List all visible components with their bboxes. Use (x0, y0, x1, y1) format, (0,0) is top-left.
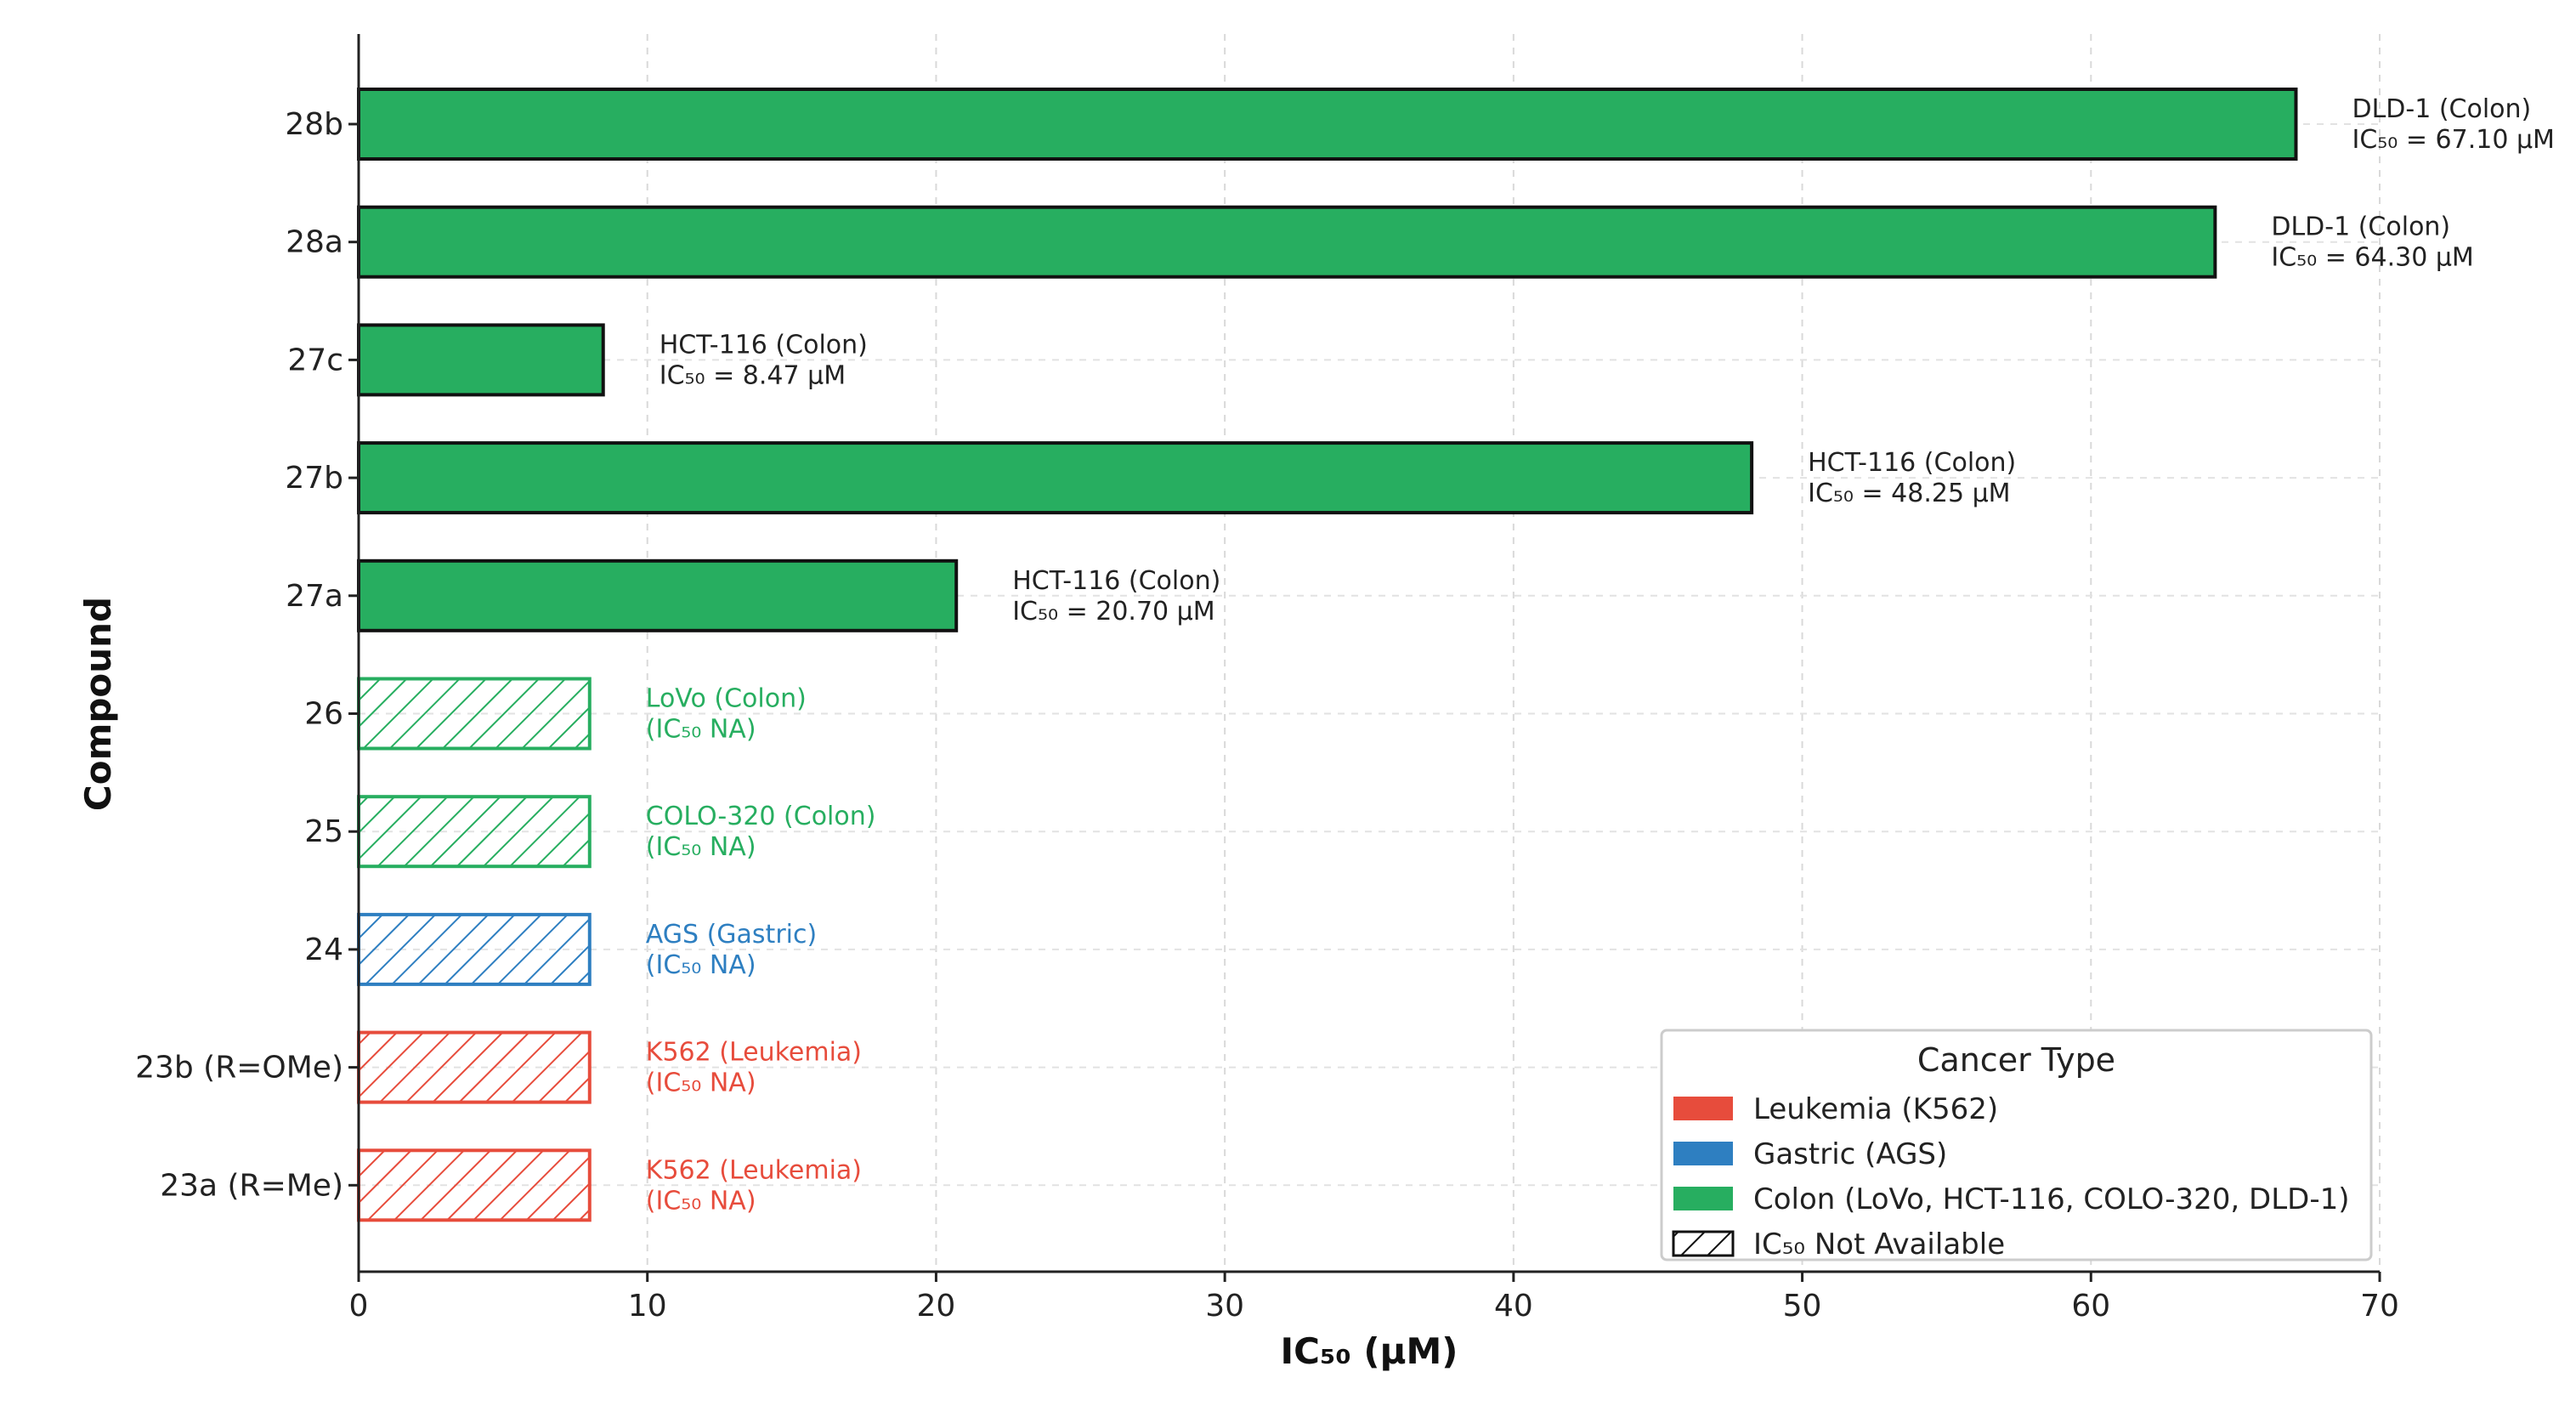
bar-label-line2: (IC₅₀ NA) (646, 1069, 756, 1098)
bar-27b (357, 441, 1754, 515)
bar-26 (357, 677, 592, 751)
y-tick-label: 23a (R=Me) (160, 1168, 343, 1203)
x-axis-title: IC₅₀ (µM) (1281, 1330, 1458, 1372)
bar-label-line2: (IC₅₀ NA) (646, 1186, 756, 1216)
bar-labels: K562 (Leukemia)(IC₅₀ NA)K562 (Leukemia)(… (646, 94, 2555, 1216)
bar-28b (357, 88, 2298, 161)
bar-label-line2: IC₅₀ = 67.10 µM (2352, 125, 2554, 155)
bar-23a (357, 1148, 592, 1222)
legend-swatch-leukemia (1673, 1097, 1733, 1120)
legend: Cancer Type Leukemia (K562) Gastric (AGS) C… (1660, 1029, 2373, 1261)
bar-label-line2: IC₅₀ = 48.25 µM (1808, 479, 2010, 508)
bar-label-line1: HCT-116 (Colon) (1012, 566, 1220, 596)
x-tick-label: 0 (349, 1289, 369, 1324)
y-tick-label: 28a (286, 225, 343, 260)
legend-entry-label: Leukemia (K562) (1753, 1092, 1998, 1126)
x-tick-label: 10 (628, 1289, 667, 1324)
bar-label-line2: IC₅₀ = 8.47 µM (660, 360, 846, 390)
bar-24 (357, 912, 592, 986)
bar-27c (357, 323, 605, 397)
axes: 0 10 20 30 40 50 60 70 23a (R=Me) 23b (R=OMe) 24 25… (77, 34, 2399, 1372)
legend-entry-label: Gastric (AGS) (1753, 1137, 1947, 1171)
y-axis-title: Compound (77, 597, 119, 811)
y-tick-label: 27b (285, 461, 343, 496)
bar-23b (357, 1030, 592, 1104)
bar-label-line1: DLD-1 (Colon) (2271, 213, 2450, 242)
x-tick-label: 30 (1205, 1289, 1244, 1324)
legend-title: Cancer Type (1917, 1041, 2115, 1079)
y-tick-label: 23b (R=OMe) (135, 1051, 343, 1086)
legend-entry-label: Colon (LoVo, HCT-116, COLO-320, DLD-1) (1753, 1182, 2350, 1216)
y-tick-label: 28b (285, 107, 343, 142)
bar-label-line2: IC₅₀ = 20.70 µM (1012, 597, 1214, 626)
bar-28a (357, 205, 2217, 279)
bar-label-line1: K562 (Leukemia) (646, 1038, 862, 1068)
y-tick-label: 27c (287, 343, 343, 377)
legend-swatch-gastric (1673, 1142, 1733, 1165)
y-tick-label: 24 (304, 933, 343, 967)
x-tick-label: 70 (2360, 1289, 2399, 1324)
x-tick-label: 50 (1783, 1289, 1822, 1324)
y-tick-label: 27a (286, 579, 343, 614)
bar-25 (357, 795, 592, 869)
bar-label-line2: IC₅₀ = 64.30 µM (2271, 243, 2473, 273)
bar-label-line1: LoVo (Colon) (646, 684, 807, 714)
legend-box (1660, 1029, 2373, 1261)
x-tick-label: 40 (1494, 1289, 1533, 1324)
legend-entry-label: IC₅₀ Not Available (1753, 1227, 2005, 1261)
bar-label-line2: (IC₅₀ NA) (646, 950, 756, 980)
bar-label-line1: COLO-320 (Colon) (646, 802, 876, 831)
bar-label-line2: (IC₅₀ NA) (646, 715, 756, 745)
x-tick-label: 20 (917, 1289, 956, 1324)
bar-label-line2: (IC₅₀ NA) (646, 832, 756, 862)
y-tick-label: 26 (304, 697, 343, 732)
bar-label-line1: AGS (Gastric) (646, 920, 817, 950)
bar-label-line1: DLD-1 (Colon) (2352, 94, 2531, 124)
legend-swatch-na (1672, 1230, 1735, 1257)
bar-27a (357, 558, 959, 632)
bar-label-line1: HCT-116 (Colon) (1808, 448, 2016, 478)
y-tick-label: 25 (304, 814, 343, 849)
bar-label-line1: K562 (Leukemia) (646, 1155, 862, 1185)
x-tick-label: 60 (2071, 1289, 2110, 1324)
bar-label-line1: HCT-116 (Colon) (660, 330, 868, 360)
legend-swatch-colon (1673, 1187, 1733, 1210)
